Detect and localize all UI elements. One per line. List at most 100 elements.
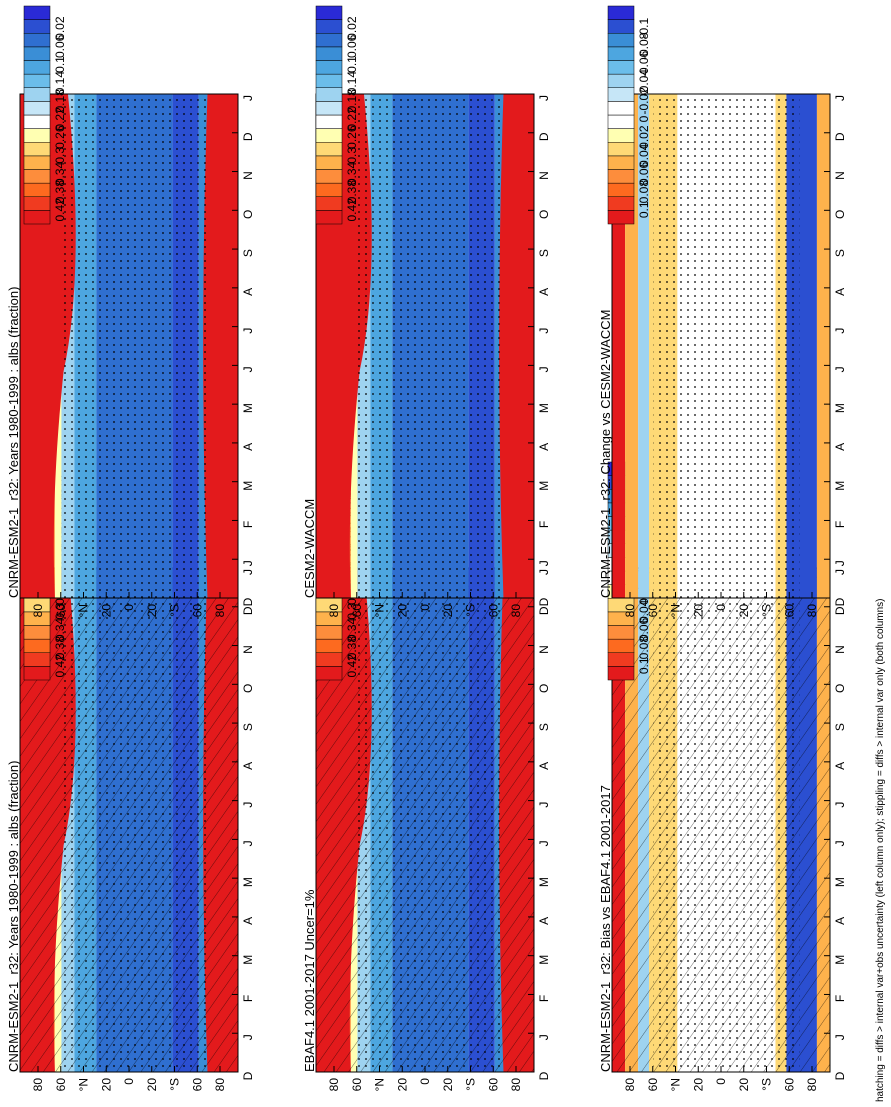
month-tick-label: M: [537, 481, 551, 491]
lat-tick-label: °S: [760, 1078, 774, 1091]
colorbar-swatch: [23, 87, 51, 102]
panel-title: CESM2-WACCM: [302, 499, 317, 598]
panel-title: CNRM-ESM2-1_r32: Years 1980-1999 : albs …: [6, 287, 21, 598]
lat-tick-label: °S: [464, 604, 478, 617]
lat-tick-label: 0: [714, 604, 728, 611]
lat-tick-label: 60: [646, 1078, 660, 1092]
lat-tick-label: 20: [441, 604, 455, 618]
colorbar-swatch: [607, 169, 635, 184]
month-tick-label: J: [241, 1034, 255, 1040]
panel-1: CNRM-ESM2-1_r32: Years 1980-1999 : albs …: [6, 461, 255, 1092]
lat-tick-label: 60: [782, 604, 796, 618]
colorbar-swatch: [23, 155, 51, 170]
colorbar-label: 0.02: [345, 16, 359, 40]
lat-tick-label: 80: [509, 604, 523, 618]
colorbar-swatch: [607, 101, 635, 116]
colorbar-swatch: [607, 196, 635, 211]
colorbar-swatch: [23, 5, 51, 20]
month-tick-label: N: [833, 171, 847, 180]
lat-tick-label: °N: [77, 1078, 91, 1091]
stipple-overlay: [357, 94, 504, 598]
lat-tick-label: 20: [395, 604, 409, 618]
colorbar-label: 0.04: [637, 143, 651, 167]
lat-tick-label: 80: [31, 1078, 45, 1092]
heatmap-polar-south: [499, 94, 534, 598]
month-tick-label: F: [833, 995, 847, 1002]
lat-tick-label: 80: [623, 1078, 637, 1092]
colorbar-label: 0.3: [345, 603, 359, 620]
month-tick-label: J: [241, 802, 255, 808]
lat-tick-label: 60: [54, 1078, 68, 1092]
colorbar-swatch: [315, 60, 343, 75]
colorbar-label: 0.42: [53, 198, 67, 222]
month-tick-label: F: [241, 521, 255, 528]
colorbar-swatch: [23, 19, 51, 34]
colorbar-swatch: [607, 155, 635, 170]
lat-tick-label: 0: [122, 1078, 136, 1085]
colorbar-swatch: [607, 73, 635, 88]
lat-tick-label: 20: [691, 1078, 705, 1092]
colorbar-swatch: [23, 210, 51, 225]
colorbar-swatch: [23, 60, 51, 75]
colorbar-label: 0.42: [53, 654, 67, 678]
month-tick-label: D: [537, 597, 551, 606]
lat-tick-label: 20: [441, 1078, 455, 1092]
month-tick-label: N: [241, 171, 255, 180]
lat-tick-label: 80: [213, 604, 227, 618]
month-tick-label: D: [833, 132, 847, 141]
colorbar-label: 0.38: [53, 636, 67, 660]
month-tick-label: S: [833, 723, 847, 731]
colorbar-label: 0.1: [637, 201, 651, 218]
colorbar-swatch: [315, 33, 343, 48]
month-tick-label: O: [833, 684, 847, 693]
month-tick-label: M: [833, 403, 847, 413]
colorbar-swatch: [315, 114, 343, 129]
colorbar-swatch: [607, 128, 635, 143]
lat-tick-label: 60: [350, 604, 364, 618]
stipple-overlay: [653, 94, 800, 598]
month-tick-label: S: [833, 249, 847, 257]
month-tick-label: A: [833, 443, 847, 451]
month-tick-label: D: [241, 132, 255, 141]
colorbar: 0.420.380.340.30.260.220.180.140.10.060.…: [23, 5, 67, 225]
lat-tick-label: 20: [691, 604, 705, 618]
month-tick-label: M: [833, 877, 847, 887]
month-tick-label: S: [241, 723, 255, 731]
month-tick-label: M: [241, 403, 255, 413]
colorbar-label: -0.02: [637, 87, 651, 115]
month-tick-label: J: [537, 569, 551, 575]
lat-tick-label: 20: [737, 1078, 751, 1092]
colorbar-label: 0.22: [53, 107, 67, 131]
month-tick-label: N: [833, 645, 847, 654]
month-tick-label: D: [537, 132, 551, 141]
lat-tick-label: 60: [782, 1078, 796, 1092]
colorbar-label: 0.38: [53, 180, 67, 204]
panel-title: CNRM-ESM2-1_r32: Change vs CESM2-WACCM: [598, 310, 613, 598]
month-tick-label: D: [833, 1071, 847, 1080]
colorbar-swatch: [315, 128, 343, 143]
panel-title: CNRM-ESM2-1_r32: Bias vs EBAF4.1 2001-20…: [598, 785, 613, 1072]
month-tick-label: J: [833, 95, 847, 101]
colorbar-label: 0.18: [345, 89, 359, 113]
colorbar-label: 0.14: [345, 71, 359, 95]
colorbar-swatch: [315, 210, 343, 225]
colorbar-swatch: [315, 19, 343, 34]
footnote: hatching = diffs > internal var+obs unce…: [875, 598, 886, 1102]
month-tick-label: D: [241, 606, 255, 615]
colorbar-swatch: [607, 60, 635, 75]
month-tick-label: J: [833, 802, 847, 808]
lat-tick-label: °N: [669, 1078, 683, 1091]
colorbar-swatch: [315, 652, 343, 667]
lat-tick-label: 60: [486, 604, 500, 618]
colorbar-swatch: [315, 182, 343, 197]
lat-tick-label: °S: [168, 1078, 182, 1091]
month-tick-label: J: [833, 1034, 847, 1040]
heatmap-polar-south: [203, 94, 238, 598]
lat-tick-label: 80: [31, 604, 45, 618]
month-tick-label: S: [537, 249, 551, 257]
lat-tick-label: 20: [145, 1078, 159, 1092]
lat-tick-label: 80: [327, 604, 341, 618]
panel-6: CNRM-ESM2-1_r32: Change vs CESM2-WACCM D J…: [598, 5, 847, 618]
colorbar-swatch: [607, 210, 635, 225]
colorbar-swatch: [23, 666, 51, 681]
